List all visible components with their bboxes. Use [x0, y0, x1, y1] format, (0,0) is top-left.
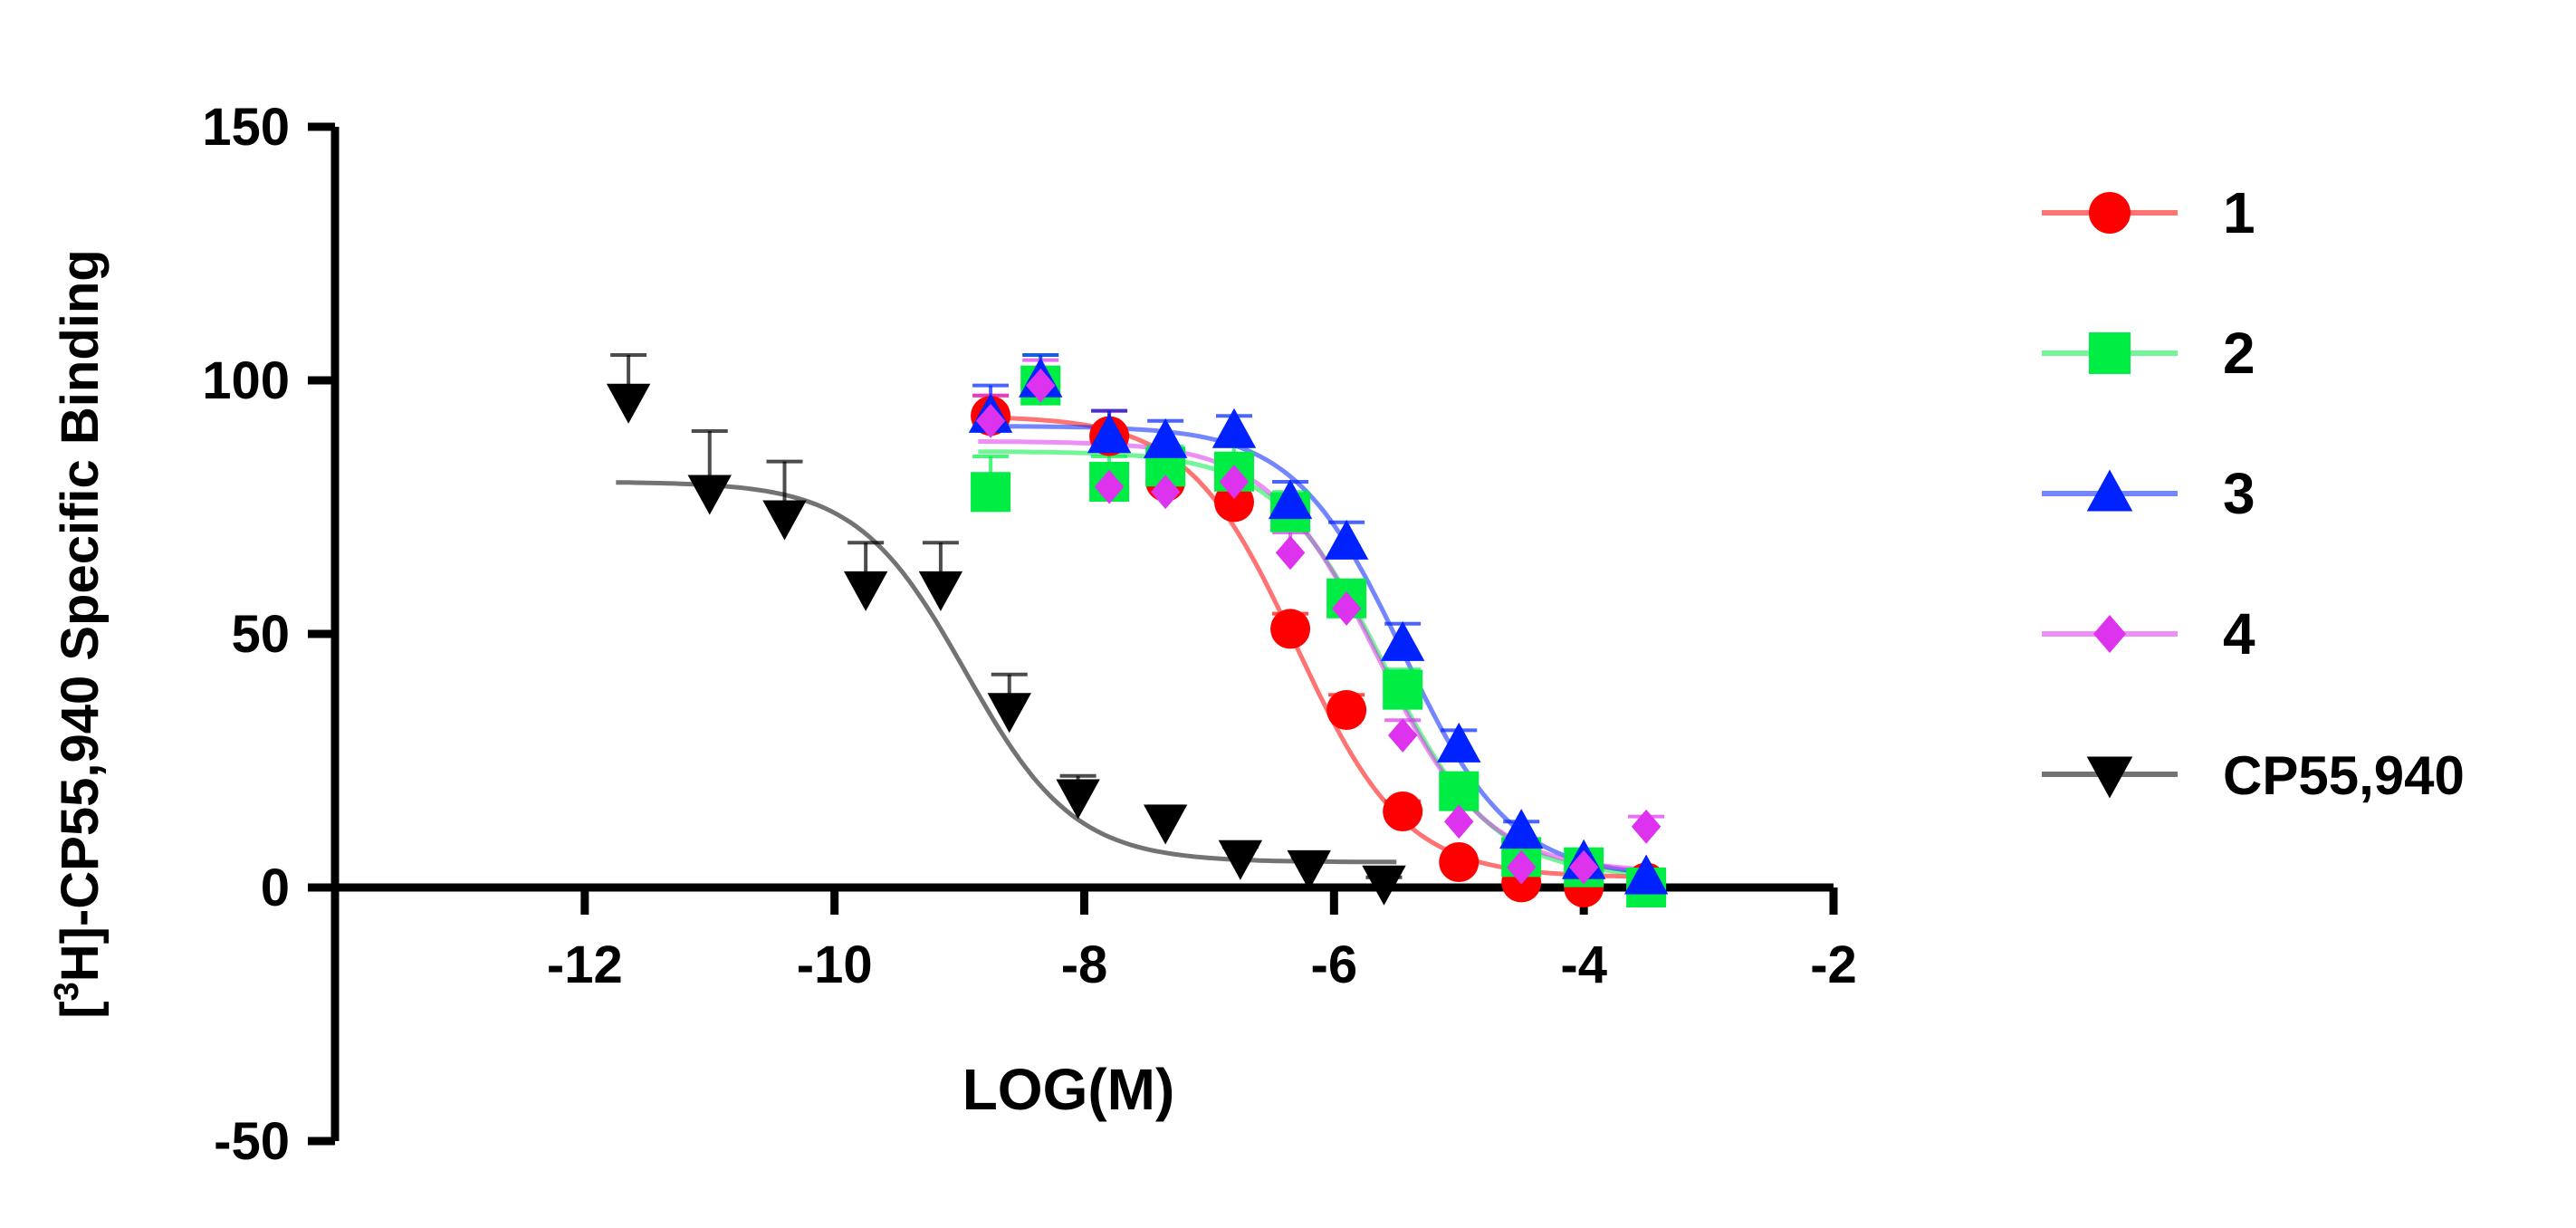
series-2-legend-marker	[2089, 332, 2131, 374]
series-2-point	[971, 472, 1011, 513]
series-5-point	[606, 383, 651, 424]
series-4-point	[1275, 535, 1306, 571]
series-5-legend-marker	[2086, 756, 2133, 799]
series-4-point	[1331, 591, 1362, 626]
series-3-point	[1211, 408, 1257, 448]
series-4-point	[1568, 849, 1599, 885]
series-3-point	[1087, 413, 1132, 454]
series-2-point	[1383, 669, 1423, 710]
y-axis-title-main: H]-CP55,940 Specific Binding	[51, 249, 110, 982]
y-axis-title-prefix: [	[51, 1001, 110, 1018]
series-4-point	[1387, 718, 1418, 753]
error-bars	[610, 353, 1665, 887]
series-2-point	[1439, 771, 1480, 811]
data-points	[606, 357, 1669, 907]
series-3-point	[1143, 417, 1188, 458]
x-tick-label: -4	[1560, 935, 1607, 994]
series-3-legend-label: 3	[2223, 461, 2255, 526]
series-5-point	[1143, 804, 1188, 845]
x-tick-label: -2	[1810, 935, 1857, 994]
series-4-point	[1150, 475, 1181, 510]
y-axis-title: [3H]-CP55,940 Specific Binding	[48, 249, 110, 1018]
series-5-point	[762, 500, 807, 541]
series-4-legend-marker	[2093, 615, 2126, 653]
series-5-point	[918, 571, 963, 611]
series-3-point	[1268, 479, 1313, 520]
series-5-point	[1218, 839, 1263, 880]
series-5-fit-curve	[616, 480, 1397, 865]
series-1-point	[1214, 482, 1254, 523]
series-5-point	[987, 693, 1031, 734]
series-4-point	[1507, 849, 1537, 885]
fit-curves	[616, 415, 1660, 879]
x-tick-label: -10	[797, 935, 873, 994]
series-4-point	[1094, 469, 1125, 504]
y-tick-label: 50	[231, 605, 290, 664]
series-5-point	[1056, 779, 1100, 820]
series-3-point	[1380, 620, 1425, 661]
series-4-point	[975, 403, 1006, 438]
series-4-legend-label: 4	[2223, 601, 2255, 667]
y-tick-label: 0	[261, 859, 290, 917]
series-1-legend-marker	[2089, 192, 2131, 234]
series-5-point	[687, 475, 732, 515]
x-tick-label: -8	[1061, 935, 1108, 994]
series-3-point	[1499, 809, 1544, 849]
series-1-legend-label: 1	[2223, 180, 2255, 245]
series-4-point	[1219, 465, 1250, 499]
series-5-point	[843, 571, 888, 611]
x-tick-label: -12	[547, 935, 623, 994]
y-tick-label: 100	[202, 351, 290, 410]
series-1-point	[1326, 690, 1367, 730]
series-4-point	[1026, 368, 1056, 403]
series-1-point	[1439, 842, 1480, 882]
series-5-point	[1287, 849, 1331, 890]
series-3-point	[1437, 722, 1481, 763]
y-tick-label: 150	[202, 98, 290, 157]
axes: -50 0 50 100 150 -12 -10 -8 -6 -4 -2	[202, 98, 1857, 1171]
series-5-legend-label: CP55,940	[2223, 745, 2465, 806]
series-1-point	[1383, 791, 1423, 831]
series-3-point	[1623, 854, 1669, 895]
series-4-point	[1631, 809, 1661, 844]
series-4-point	[1444, 804, 1474, 839]
legend: 1 2 3 4 CP55,940	[2042, 180, 2465, 806]
series-3-legend-marker	[2086, 469, 2133, 512]
series-5-point	[1362, 865, 1406, 906]
series-2-legend-label: 2	[2223, 321, 2255, 386]
x-tick-label: -6	[1311, 935, 1358, 994]
x-axis-title: LOG(M)	[962, 1057, 1175, 1122]
series-3-point	[1324, 519, 1369, 560]
y-axis-title-sup: 3	[48, 982, 86, 1001]
y-tick-label: -50	[214, 1112, 290, 1171]
series-1-point	[1270, 609, 1311, 649]
